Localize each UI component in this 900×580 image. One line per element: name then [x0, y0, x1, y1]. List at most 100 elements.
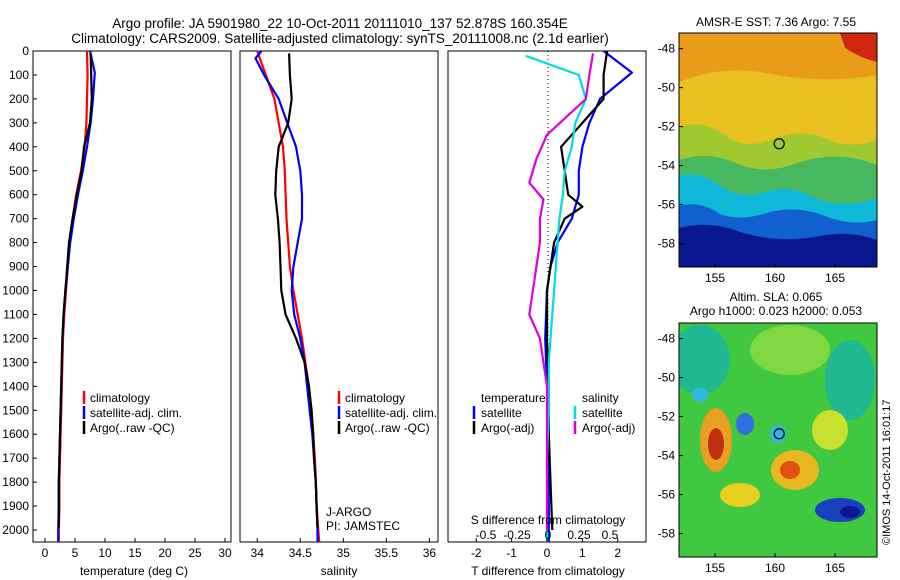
depth-tick-label: 1400 [2, 379, 29, 393]
imos-timestamp: ©IMOS 14-Oct-2011 16:01:17 [881, 400, 893, 545]
series-line-argo-raw-qc- [57, 53, 93, 528]
x-tick-label: 0 [42, 546, 49, 560]
sst-map-panel: AMSR-E SST: 7.36 Argo: 7.55 155 160 165 -4… [658, 15, 878, 285]
latitude-tick-label: -50 [658, 81, 676, 95]
sst-latitude-labels: -48 -50 -52 -54 -56 -58 [658, 42, 683, 251]
longitude-tick-label: 165 [825, 561, 845, 575]
series-line-argo-raw-qc- [274, 53, 319, 528]
legend-label-t-argo: Argo(-adj) [481, 421, 534, 435]
x-tick-label: 5 [72, 546, 79, 560]
sst-map-field [679, 33, 877, 267]
s-tick-label: -0.5 [476, 528, 497, 542]
longitude-tick-label: 155 [705, 271, 725, 285]
t-difference-tick-labels: -2 -1 0 1 2 [471, 538, 621, 560]
depth-tick-label: 2000 [2, 523, 29, 537]
sla-low-1 [736, 413, 754, 435]
longitude-tick-label: 165 [825, 271, 845, 285]
salinity-axis-label: salinity [321, 564, 358, 578]
x-tick-label: 10 [98, 546, 112, 560]
latitude-tick-label: -48 [658, 42, 676, 56]
depth-tick-label: 100 [9, 68, 29, 82]
depth-tick-label: 1700 [2, 451, 29, 465]
sst-coldest-zone [679, 224, 877, 267]
x-tick-label: 15 [128, 546, 142, 560]
salinity-series-group [254, 50, 321, 543]
sla-map-frame [678, 322, 878, 558]
latitude-tick-label: -48 [658, 332, 676, 346]
sla-mid-1 [812, 410, 848, 450]
legend-header-temperature: temperature [481, 391, 546, 405]
x-tick-label: 25 [188, 546, 202, 560]
difference-panel: -2 -1 0 1 2 -0.5 -0.25 0 0.25 0.5 S difference f… [447, 50, 647, 578]
temperature-legend: climatology satellite-adj. clim. Argo(..… [82, 391, 182, 435]
latitude-tick-label: -52 [658, 120, 676, 134]
depth-tick-label: 1500 [2, 403, 29, 417]
x-tick-label: 2 [614, 546, 621, 560]
depth-tick-label: 400 [9, 140, 29, 154]
salinity-legend: climatology satellite-adj. clim. Argo(..… [337, 391, 437, 435]
s-tick-label: 0.5 [602, 528, 619, 542]
salinity-panel: 34 34.5 35 35.5 36 salinity climatology sate… [239, 50, 439, 578]
sst-map-title: AMSR-E SST: 7.36 Argo: 7.55 [696, 15, 856, 29]
temperature-tick-labels: 0 5 10 15 20 25 30 [42, 538, 232, 560]
temperature-axis-label: temperature (deg C) [80, 564, 188, 578]
sst-map-frame [678, 32, 878, 268]
x-tick-label: 35.5 [375, 546, 399, 560]
depth-tick-label: 1100 [3, 307, 29, 321]
depth-tick-label: 1300 [2, 355, 29, 369]
depth-tick-label: 1900 [2, 499, 29, 513]
legend-label-satellite-adj: satellite-adj. clim. [90, 406, 182, 420]
temperature-panel: 0100200300400500600700800900100011001200… [2, 44, 452, 578]
depth-tick-label: 300 [9, 116, 29, 130]
salinity-tick-labels: 34 34.5 35 35.5 36 [251, 538, 437, 560]
depth-tick-label: 200 [9, 92, 29, 106]
longitude-tick-label: 160 [765, 271, 785, 285]
depth-tick-label: 600 [9, 188, 29, 202]
latitude-tick-label: -52 [658, 410, 676, 424]
latitude-tick-label: -50 [658, 371, 676, 385]
sla-band-3 [825, 340, 875, 420]
sla-low-3-core [840, 506, 860, 518]
depth-tick-label: 500 [9, 164, 29, 178]
depth-tick-label: 1600 [2, 427, 29, 441]
sla-map-title: Altim. SLA: 0.065 [730, 290, 823, 304]
sst-longitude-labels: 155 160 165 [705, 263, 845, 285]
series-line-salinity-argo-adj- [528, 53, 595, 530]
salinity-plot-area [239, 50, 439, 543]
sst-warm-band [679, 33, 877, 82]
x-tick-label: 34 [251, 546, 265, 560]
x-tick-label: -1 [506, 546, 517, 560]
legend-header-salinity: salinity [582, 391, 619, 405]
sla-band-2 [750, 325, 830, 375]
sla-high-3 [720, 483, 760, 507]
sla-longitude-labels: 155 160 165 [705, 553, 845, 575]
legend-label-climatology: climatology [345, 391, 405, 405]
pi-annotation: PI: JAMSTEC [326, 519, 400, 533]
depth-tick-label: 700 [9, 212, 29, 226]
difference-series-group [525, 50, 634, 542]
program-annotation: J-ARGO [326, 505, 371, 519]
x-tick-label: 1 [579, 546, 586, 560]
legend-label-satellite-adj: satellite-adj. clim. [345, 406, 437, 420]
sla-latitude-labels: -48 -50 -52 -54 -56 -58 [658, 332, 683, 541]
x-tick-label: -2 [471, 546, 482, 560]
sla-map-subtitle: Argo h1000: 0.023 h2000: 0.053 [690, 304, 862, 318]
depth-tick-label: 900 [9, 260, 29, 274]
difference-legend: temperature salinity satellite Argo(-adj… [472, 391, 635, 435]
latitude-tick-label: -58 [658, 237, 676, 251]
depth-tick-label: 0 [22, 44, 29, 58]
x-tick-label: 0 [544, 546, 551, 560]
latitude-tick-label: -54 [658, 159, 676, 173]
figure-title-line1: Argo profile: JA 5901980_22 10-Oct-2011 … [112, 16, 568, 31]
argo-position-marker [773, 138, 785, 150]
latitude-tick-label: -58 [658, 527, 676, 541]
legend-label-s-satellite: satellite [582, 406, 623, 420]
s-tick-label: -0.25 [503, 528, 531, 542]
x-tick-label: 36 [423, 546, 437, 560]
argo-position-marker [773, 428, 785, 440]
legend-label-argo: Argo(..raw -QC) [90, 421, 175, 435]
latitude-tick-label: -56 [658, 488, 676, 502]
temperature-plot-area [32, 50, 232, 543]
latitude-tick-label: -54 [658, 449, 676, 463]
